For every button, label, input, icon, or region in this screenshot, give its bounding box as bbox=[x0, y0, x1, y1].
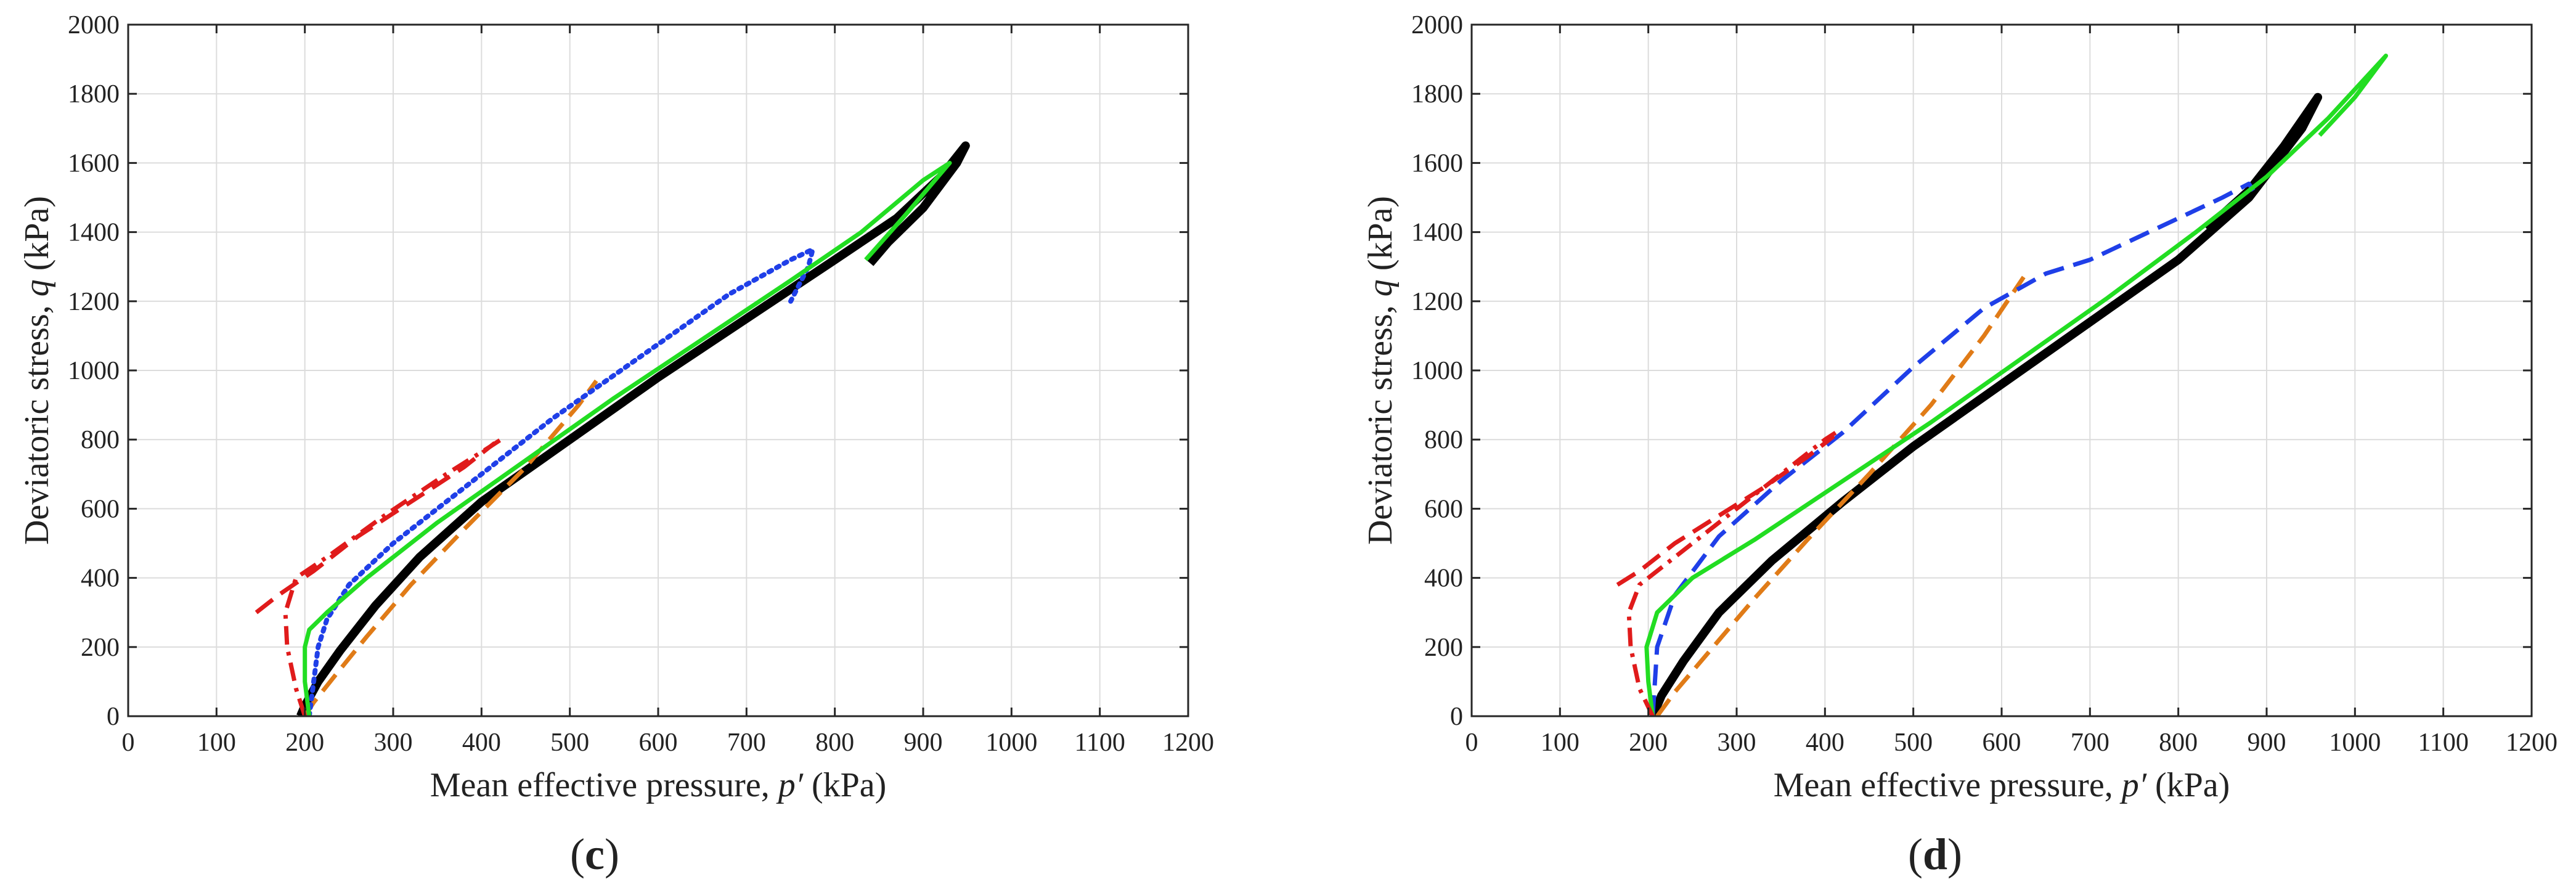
series-group bbox=[255, 141, 970, 716]
x-tick-label: 1000 bbox=[985, 729, 1037, 757]
y-tick-label: 400 bbox=[1424, 565, 1463, 593]
y-tick-label: 0 bbox=[1450, 703, 1463, 731]
y-tick-label: 2000 bbox=[68, 11, 120, 39]
y-tick-label: 0 bbox=[107, 703, 120, 731]
x-tick-label: 600 bbox=[639, 729, 678, 757]
y-tick-label: 1200 bbox=[68, 288, 120, 316]
y-tick-label: 400 bbox=[81, 565, 120, 593]
y-tick-label: 1400 bbox=[1411, 219, 1463, 247]
series-group bbox=[1616, 54, 2388, 716]
y-axis-label: Deviatoric stress, q (kPa) bbox=[18, 196, 56, 545]
series-line-orange-dashed bbox=[303, 379, 598, 716]
y-tick-label: 1800 bbox=[1411, 80, 1463, 108]
series-line-red-dashdot bbox=[1626, 431, 1837, 716]
chart-panel-d: 0 100 200 300 400 500 600 700 800 900 1000 1100 1200… bbox=[1361, 11, 2558, 879]
y-tick-label: 600 bbox=[1424, 495, 1463, 523]
x-tick-label: 200 bbox=[285, 729, 324, 757]
x-tick-label: 700 bbox=[727, 729, 766, 757]
series-line-red-longdash bbox=[1616, 434, 1835, 587]
x-tick-label: 500 bbox=[1894, 729, 1933, 757]
y-tick-label: 800 bbox=[1424, 426, 1463, 454]
x-tick-label: 300 bbox=[374, 729, 413, 757]
x-tick-label: 200 bbox=[1629, 729, 1668, 757]
x-tick-label: 400 bbox=[1806, 729, 1844, 757]
y-tick-label: 600 bbox=[81, 495, 120, 523]
y-tick-label: 1600 bbox=[1411, 149, 1463, 178]
y-tick-label: 800 bbox=[81, 426, 120, 454]
chart-panel-c: 0 100 200 300 400 500 600 700 800 900 1000 1100 1200… bbox=[18, 11, 1214, 879]
series-line-black-solid bbox=[1649, 92, 2323, 716]
y-tick-label: 2000 bbox=[1411, 11, 1463, 39]
x-tick-label: 0 bbox=[122, 729, 135, 757]
x-tick-label: 100 bbox=[1541, 729, 1579, 757]
y-tick-label: 1000 bbox=[68, 357, 120, 385]
series-line-blue-dotted bbox=[306, 247, 815, 716]
x-tick-label: 0 bbox=[1465, 729, 1478, 757]
panel-label: (d) bbox=[1908, 830, 1962, 879]
series-line-red-dashdot bbox=[283, 438, 502, 716]
x-tick-label: 900 bbox=[2248, 729, 2286, 757]
series-line-green-solid bbox=[303, 160, 952, 716]
x-tick-label: 1000 bbox=[2329, 729, 2381, 757]
y-tick-label: 1600 bbox=[68, 149, 120, 178]
series-line-red-longdash bbox=[255, 441, 496, 614]
series-line-black-solid bbox=[296, 141, 970, 716]
y-tick-label: 200 bbox=[1424, 634, 1463, 662]
x-tick-label: 1100 bbox=[2418, 729, 2468, 757]
x-tick-label: 800 bbox=[815, 729, 854, 757]
x-tick-label: 600 bbox=[1983, 729, 2021, 757]
x-tick-label: 1200 bbox=[2506, 729, 2558, 757]
x-axis-label: Mean effective pressure, p′ (kPa) bbox=[430, 766, 886, 804]
x-tick-label: 900 bbox=[904, 729, 943, 757]
x-tick-label: 300 bbox=[1718, 729, 1756, 757]
panel-label: (c) bbox=[570, 830, 619, 879]
x-tick-label: 1200 bbox=[1162, 729, 1214, 757]
x-tick-label: 400 bbox=[462, 729, 501, 757]
y-tick-label: 1200 bbox=[1411, 288, 1463, 316]
y-tick-label: 1000 bbox=[1411, 357, 1463, 385]
x-tick-label: 500 bbox=[550, 729, 589, 757]
y-axis-label: Deviatoric stress, q (kPa) bbox=[1361, 196, 1400, 545]
y-tick-label: 200 bbox=[81, 634, 120, 662]
y-tick-label: 1400 bbox=[68, 219, 120, 247]
x-tick-label: 100 bbox=[197, 729, 236, 757]
x-axis-label: Mean effective pressure, p′ (kPa) bbox=[1774, 766, 2230, 804]
x-tick-label: 700 bbox=[2071, 729, 2109, 757]
x-tick-label: 1100 bbox=[1074, 729, 1125, 757]
series-line-orange-dashed bbox=[1655, 276, 2026, 716]
series-line-green-solid bbox=[1644, 54, 2388, 716]
x-tick-label: 800 bbox=[2159, 729, 2198, 757]
y-tick-label: 1800 bbox=[68, 80, 120, 108]
grid bbox=[128, 24, 1189, 717]
